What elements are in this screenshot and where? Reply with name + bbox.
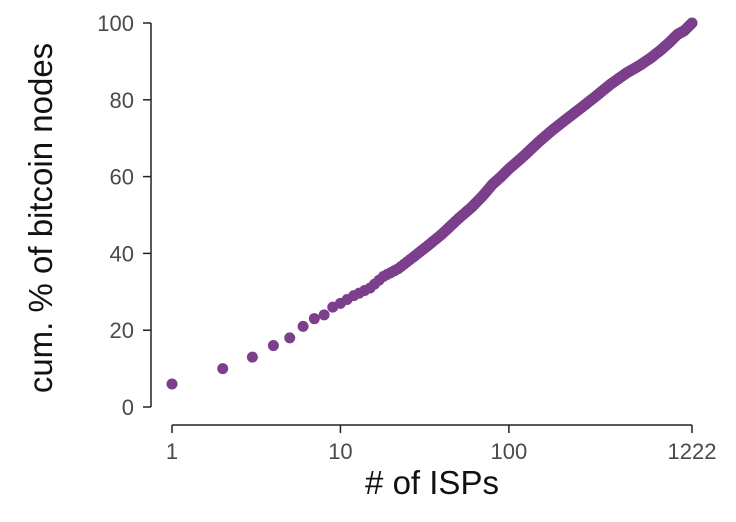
- data-point: [308, 313, 320, 325]
- data-point: [217, 363, 229, 375]
- data-point: [297, 320, 309, 332]
- data-point: [166, 378, 178, 390]
- y-tick-label: 40: [110, 241, 134, 266]
- y-axis-title: cum. % of bitcoin nodes: [22, 43, 59, 393]
- y-tick-label: 20: [110, 318, 134, 343]
- data-points: [166, 17, 698, 390]
- data-point: [284, 332, 296, 344]
- x-tick-label: 1222: [668, 439, 717, 464]
- data-point: [318, 309, 330, 321]
- y-tick-label: 100: [97, 11, 134, 36]
- x-tick-label: 10: [328, 439, 352, 464]
- x-tick-label: 100: [491, 439, 528, 464]
- y-tick-label: 80: [110, 88, 134, 113]
- x-axis-ticks: 1 10 100 1222: [166, 425, 717, 464]
- y-axis-ticks: 0 20 40 60 80 100: [97, 11, 151, 420]
- data-point: [686, 17, 698, 29]
- y-tick-label: 60: [110, 165, 134, 190]
- x-tick-label: 1: [166, 439, 178, 464]
- y-tick-label: 0: [122, 395, 134, 420]
- data-point: [267, 340, 279, 352]
- x-axis-title: # of ISPs: [365, 464, 499, 501]
- data-point: [246, 351, 258, 363]
